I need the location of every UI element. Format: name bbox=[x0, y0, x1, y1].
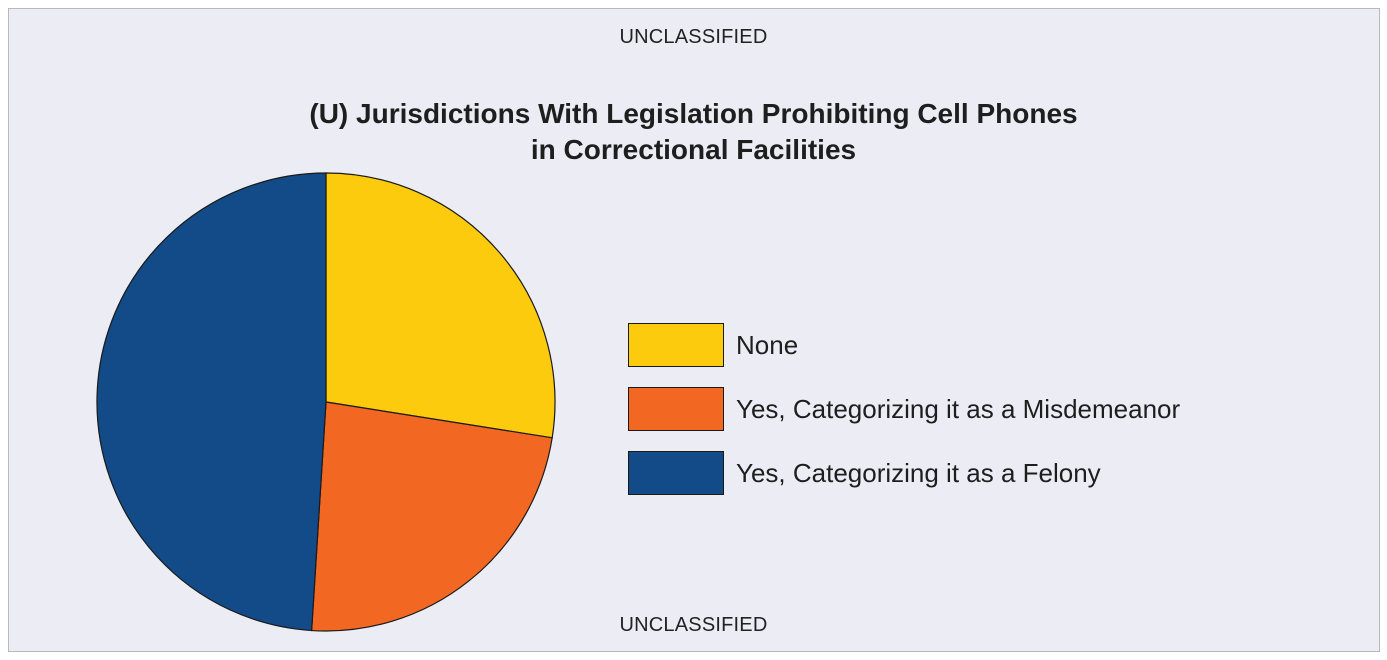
legend-swatch-none bbox=[628, 323, 724, 367]
legend-label-misdemeanor: Yes, Categorizing it as a Misdemeanor bbox=[736, 393, 1181, 424]
legend-swatch-misdemeanor bbox=[628, 387, 724, 431]
pie-slice-none bbox=[325, 172, 556, 439]
legend-item-felony: Yes, Categorizing it as a Felony bbox=[628, 450, 1180, 496]
chart-title-line-1: (U) Jurisdictions With Legislation Prohi… bbox=[309, 98, 1078, 129]
legend-item-misdemeanor: Yes, Categorizing it as a Misdemeanor bbox=[628, 386, 1180, 432]
legend-label-none: None bbox=[736, 329, 799, 360]
pie-slice-misdemeanor bbox=[310, 401, 553, 632]
legend-label-felony: Yes, Categorizing it as a Felony bbox=[736, 457, 1101, 488]
classification-marking-bottom: UNCLASSIFIED bbox=[619, 614, 768, 636]
chart-title: (U) Jurisdictions With Legislation Prohi… bbox=[0, 96, 1387, 168]
legend-item-none: None bbox=[628, 322, 1180, 368]
chart-title-line-2: in Correctional Facilities bbox=[530, 134, 857, 165]
legend: None Yes, Categorizing it as a Misdemean… bbox=[628, 322, 1180, 514]
classification-marking-top: UNCLASSIFIED bbox=[619, 26, 768, 48]
legend-swatch-felony bbox=[628, 451, 724, 495]
pie-slice-felony bbox=[96, 172, 327, 632]
